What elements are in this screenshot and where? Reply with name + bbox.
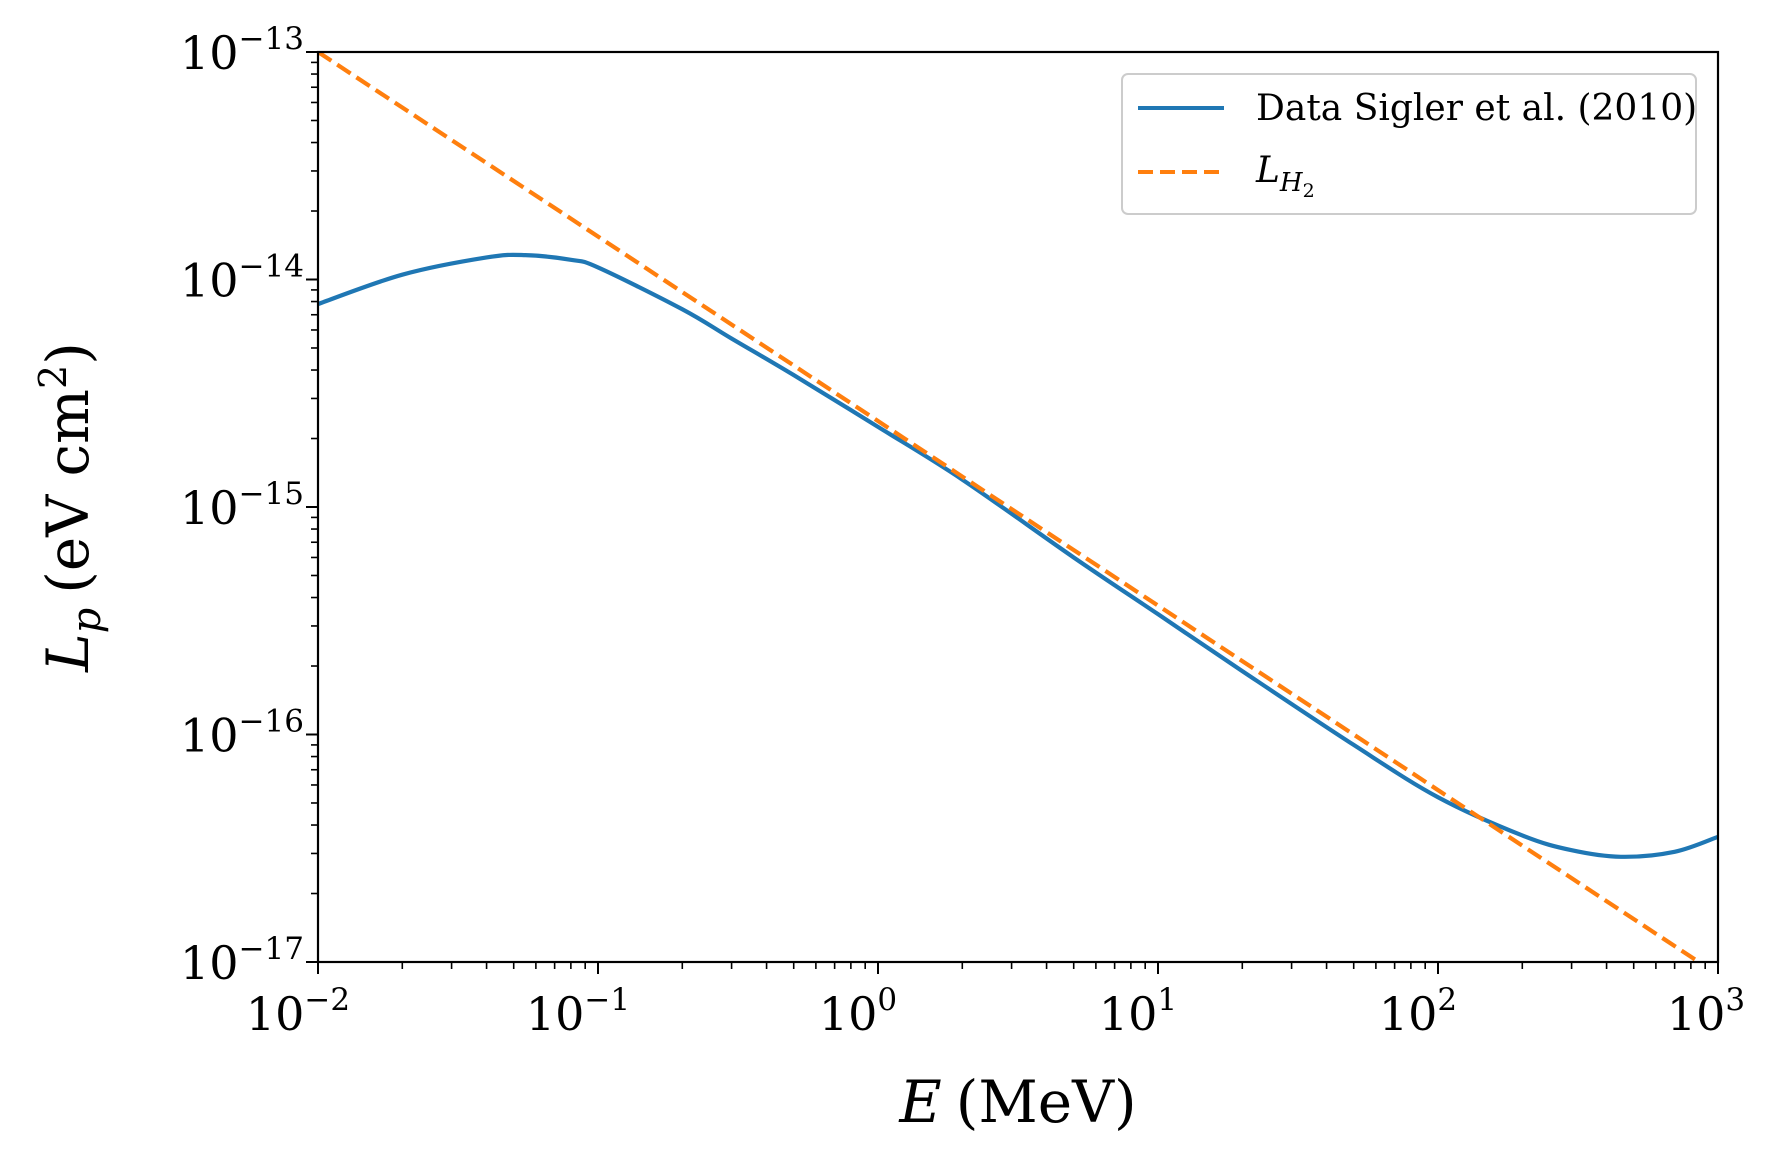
y-tick-base: 10 xyxy=(180,709,239,763)
x-tick-base: 10 xyxy=(819,987,878,1041)
y-tick-base: 10 xyxy=(180,481,239,535)
x-tick-exponent: 3 xyxy=(1725,982,1745,1018)
y-tick-label: 10−16 xyxy=(180,704,304,763)
y-tick-base: 10 xyxy=(180,254,239,308)
x-tick-exponent: 2 xyxy=(1437,982,1457,1018)
y-axis-symbol-sub: p xyxy=(64,608,110,634)
x-tick-label: 10−1 xyxy=(526,982,630,1041)
y-axis-unit-prefix: (eV cm xyxy=(34,389,102,594)
y-axis-unit-sup: 2 xyxy=(31,365,75,389)
series-layer xyxy=(318,52,1718,962)
x-tick-label: 100 xyxy=(819,982,897,1041)
series-line-lh2 xyxy=(318,52,1703,962)
x-tick-base: 10 xyxy=(246,987,305,1041)
legend-box xyxy=(1121,73,1697,215)
y-axis-unit-suffix: ) xyxy=(34,342,102,365)
y-tick-exponent: −15 xyxy=(239,476,304,512)
tick-labels: 10−2 10−1 100 101 102 10310−1310−1410−1510−16… xyxy=(180,21,1745,1041)
series-line-sigler xyxy=(318,252,1718,859)
y-tick-exponent: −14 xyxy=(239,249,304,285)
y-tick-exponent: −13 xyxy=(239,21,304,57)
major-ticks xyxy=(306,51,1719,974)
x-tick-base: 10 xyxy=(1099,987,1158,1041)
y-axis-title: Lp (eV cm2) xyxy=(31,342,110,673)
x-tick-exponent: 0 xyxy=(877,982,897,1018)
y-tick-exponent: −16 xyxy=(239,704,304,740)
x-tick-base: 10 xyxy=(526,987,585,1041)
x-tick-exponent: −2 xyxy=(304,982,350,1018)
minor-ticks xyxy=(311,61,1706,969)
x-tick-label: 102 xyxy=(1379,982,1457,1041)
x-axis-title: E (MeV) xyxy=(898,1068,1136,1136)
legend-label-sigler: Data Sigler et al. (2010) xyxy=(1256,88,1697,129)
y-tick-exponent: −17 xyxy=(239,931,304,967)
x-tick-label: 103 xyxy=(1667,982,1745,1041)
legend-lh2-subsub: 2 xyxy=(1303,180,1315,202)
x-tick-base: 10 xyxy=(1667,987,1726,1041)
y-tick-base: 10 xyxy=(180,26,239,80)
x-tick-base: 10 xyxy=(1379,987,1438,1041)
legend-lh2-base: L xyxy=(1255,150,1280,191)
x-tick-exponent: 1 xyxy=(1157,982,1177,1018)
y-tick-label: 10−17 xyxy=(180,931,304,990)
legend: Data Sigler et al. (2010) LH2 xyxy=(1121,73,1697,215)
x-tick-label: 101 xyxy=(1099,982,1177,1041)
y-tick-base: 10 xyxy=(180,936,239,990)
y-tick-label: 10−13 xyxy=(180,21,304,80)
x-axis-unit: (MeV) xyxy=(956,1068,1137,1136)
x-axis-symbol: E xyxy=(898,1068,941,1136)
plot-frame xyxy=(316,50,1720,964)
x-tick-exponent: −1 xyxy=(584,982,630,1018)
y-tick-label: 10−15 xyxy=(180,476,304,535)
y-axis-symbol: L xyxy=(34,633,102,673)
legend-lh2-sub: H xyxy=(1279,168,1304,198)
x-tick-label: 10−2 xyxy=(246,982,350,1041)
y-tick-label: 10−14 xyxy=(180,249,304,308)
legend-label-lh2: LH2 xyxy=(1255,150,1315,202)
